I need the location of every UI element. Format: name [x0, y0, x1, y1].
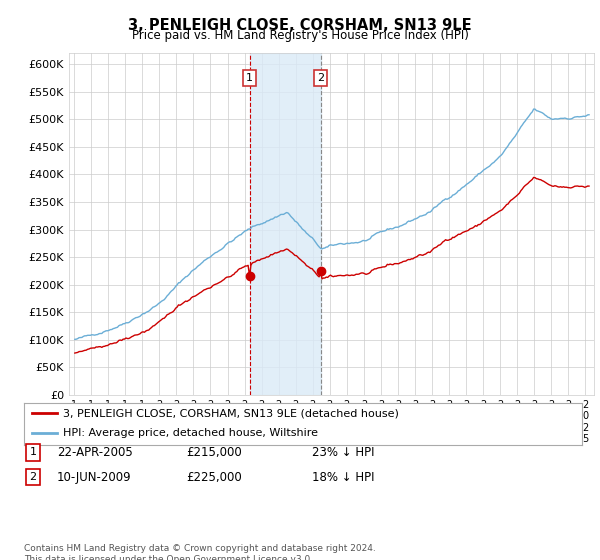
- Text: HPI: Average price, detached house, Wiltshire: HPI: Average price, detached house, Wilt…: [63, 428, 318, 438]
- Text: 1: 1: [246, 73, 253, 83]
- Text: £225,000: £225,000: [186, 470, 242, 484]
- Text: 23% ↓ HPI: 23% ↓ HPI: [312, 446, 374, 459]
- Text: 2: 2: [29, 472, 37, 482]
- Text: 2: 2: [317, 73, 324, 83]
- Text: 3, PENLEIGH CLOSE, CORSHAM, SN13 9LE: 3, PENLEIGH CLOSE, CORSHAM, SN13 9LE: [128, 18, 472, 33]
- Bar: [250, 53, 320, 395]
- Text: 10-JUN-2009: 10-JUN-2009: [57, 470, 131, 484]
- Text: 22-APR-2005: 22-APR-2005: [57, 446, 133, 459]
- Text: Price paid vs. HM Land Registry's House Price Index (HPI): Price paid vs. HM Land Registry's House …: [131, 29, 469, 42]
- Text: 1: 1: [29, 447, 37, 458]
- Text: £215,000: £215,000: [186, 446, 242, 459]
- Text: Contains HM Land Registry data © Crown copyright and database right 2024.
This d: Contains HM Land Registry data © Crown c…: [24, 544, 376, 560]
- Text: 18% ↓ HPI: 18% ↓ HPI: [312, 470, 374, 484]
- Text: 3, PENLEIGH CLOSE, CORSHAM, SN13 9LE (detached house): 3, PENLEIGH CLOSE, CORSHAM, SN13 9LE (de…: [63, 408, 399, 418]
